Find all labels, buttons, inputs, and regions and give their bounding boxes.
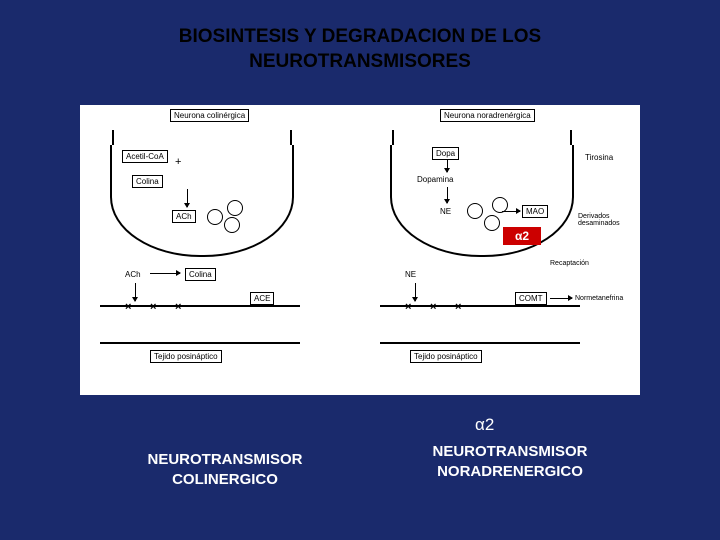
vesicle-icon (207, 209, 223, 225)
receptor-icon: × (150, 301, 156, 313)
footer-right-line1: NEUROTRANSMISOR (432, 443, 587, 460)
cholinergic-panel: Neurona colinérgica Acetil-CoA + Colina … (80, 105, 360, 395)
normetanefrina-label: Normetanefrina (575, 295, 623, 302)
neuron-terminal: Acetil-CoA + Colina ACh (110, 145, 294, 257)
receptor-icon: × (455, 301, 461, 313)
receptor-icon: × (125, 301, 131, 313)
vesicle-icon (227, 200, 243, 216)
alpha2-text: α2 (515, 229, 529, 243)
precursor1-box: Acetil-CoA (122, 150, 168, 163)
tirosina-label: Tirosina (585, 153, 613, 162)
receptor-icon: × (405, 301, 411, 313)
noradrenergic-panel: Neurona noradrenérgica Dopa Dopamina NE … (360, 105, 640, 395)
title-line2: NEUROTRANSMISORES (249, 51, 471, 72)
desaminados-label: Derivados desaminados (578, 213, 638, 227)
precursor1: Dopa (436, 149, 455, 158)
post-tissue-box: Tejido posináptico (150, 350, 222, 363)
ace-box: ACE (250, 292, 274, 305)
arrow-icon (447, 187, 448, 203)
vesicle-icon (224, 217, 240, 233)
neuron-label-box: Neurona colinérgica (170, 109, 249, 122)
postsynaptic-membrane: × × × (380, 305, 580, 344)
alpha2-badge: α2 (503, 227, 541, 245)
ach-released: ACh (125, 270, 141, 279)
receptor-icon: × (430, 301, 436, 313)
comt-label: COMT (519, 294, 543, 303)
footer-left: NEUROTRANSMISOR COLINERGICO (115, 450, 335, 489)
footer-left-line2: COLINERGICO (172, 471, 278, 488)
vesicle-icon (467, 203, 483, 219)
comt-box: COMT (515, 292, 547, 305)
arrow-icon (550, 298, 572, 299)
arrow-icon (447, 160, 448, 172)
neuron-label-box: Neurona noradrenérgica (440, 109, 535, 122)
precursor1: Acetil-CoA (126, 152, 164, 161)
arrow-icon (415, 283, 416, 301)
nt-label: ACh (176, 212, 192, 221)
colina-reuptake: Colina (185, 268, 216, 281)
arrow-icon (187, 189, 188, 207)
footer-left-line1: NEUROTRANSMISOR (147, 451, 302, 468)
ne-released: NE (405, 270, 416, 279)
post-tissue-box: Tejido posináptico (410, 350, 482, 363)
page-title: BIOSINTESIS Y DEGRADACION DE LOS NEUROTR… (0, 0, 720, 74)
footer-right: NEUROTRANSMISOR NORADRENERGICO (400, 442, 620, 481)
arrow-icon (135, 283, 136, 301)
mao-box: MAO (522, 205, 548, 218)
plus-sign: + (175, 156, 181, 168)
neuron-label: Neurona colinérgica (174, 111, 245, 120)
precursor2-box: Colina (132, 175, 163, 188)
diagram-area: Neurona colinérgica Acetil-CoA + Colina … (80, 105, 640, 395)
vesicle-icon (484, 215, 500, 231)
nt-box: ACh (172, 210, 196, 223)
neuron-label: Neurona noradrenérgica (444, 111, 531, 120)
enzyme-label: ACE (254, 294, 270, 303)
title-line1: BIOSINTESIS Y DEGRADACION DE LOS (179, 26, 541, 47)
dopa-box: Dopa (432, 147, 459, 160)
recaptacion-label: Recaptación (550, 260, 589, 267)
post-tissue-label: Tejido posináptico (414, 352, 478, 361)
footer-alpha2: α2 (475, 415, 494, 435)
precursor2: Colina (136, 177, 159, 186)
dopamina-label: Dopamina (417, 175, 453, 184)
receptor-icon: × (175, 301, 181, 313)
mao-label: MAO (526, 207, 544, 216)
reuptake-label: Colina (189, 270, 212, 279)
post-tissue-label: Tejido posináptico (154, 352, 218, 361)
postsynaptic-membrane: × × × (100, 305, 300, 344)
arrow-icon (502, 211, 520, 212)
arrow-icon (150, 273, 180, 274)
neuron-terminal: Dopa Dopamina NE MAO (390, 145, 574, 257)
footer-right-line2: NORADRENERGICO (437, 463, 583, 480)
ne-label: NE (440, 207, 451, 216)
